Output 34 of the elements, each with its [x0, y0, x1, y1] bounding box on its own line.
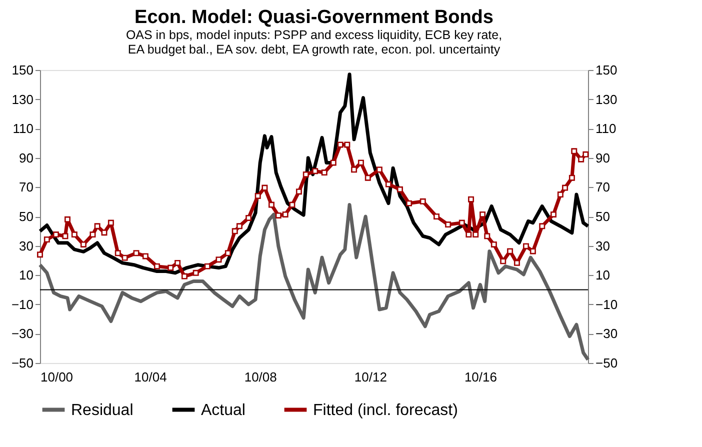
- line-series: [38, 72, 590, 275]
- y2-tick-label: 10: [596, 268, 610, 283]
- y-tick-label: 50: [19, 209, 34, 224]
- x-tick-label: 10/00: [40, 370, 74, 384]
- y2-tick-label: 130: [596, 92, 618, 107]
- y-tick-label: 110: [12, 121, 34, 136]
- y-tick-label: 150: [12, 62, 34, 78]
- y2-tick-label: 90: [596, 150, 610, 166]
- y-tick-label: 70: [19, 180, 34, 195]
- legend-label: Residual: [71, 402, 134, 419]
- y2-tick-label: −10: [596, 296, 618, 312]
- x-tick-label: 10/12: [354, 370, 387, 384]
- y-tick-label: 30: [19, 238, 34, 254]
- legend-label: Fitted (incl. forecast): [313, 402, 458, 419]
- x-tick-label: 10/04: [134, 370, 167, 384]
- y2-tick-label: 30: [596, 238, 610, 254]
- y2-tick-label: 70: [596, 180, 610, 195]
- chart-subtitle: OAS in bps, model inputs: PSPP and excess liquidity, ECB key rate, EA budget bal., EA sov. debt, EA growth rate, econ. pol. uncertainty: [126, 28, 502, 56]
- chart-title: Econ. Model: Quasi-Government Bonds: [134, 7, 494, 28]
- y-tick-label: 130: [12, 92, 34, 107]
- y-tick-label: −50: [11, 356, 34, 370]
- line-series: [38, 203, 590, 362]
- y-tick-label: 10: [19, 268, 34, 283]
- y-tick-label: −10: [11, 296, 34, 312]
- y2-tick-label: 150: [596, 62, 618, 78]
- y-tick-label: −30: [11, 326, 34, 342]
- x-tick-label: 10/08: [244, 370, 277, 384]
- y2-tick-label: 50: [596, 209, 610, 224]
- y2-tick-label: −30: [596, 326, 618, 342]
- y2-tick-label: 110: [596, 121, 616, 136]
- legend-label: Actual: [201, 402, 246, 419]
- x-tick-label: 10/16: [464, 370, 497, 384]
- y2-tick-label: −50: [596, 356, 618, 370]
- y-tick-label: 90: [19, 150, 34, 166]
